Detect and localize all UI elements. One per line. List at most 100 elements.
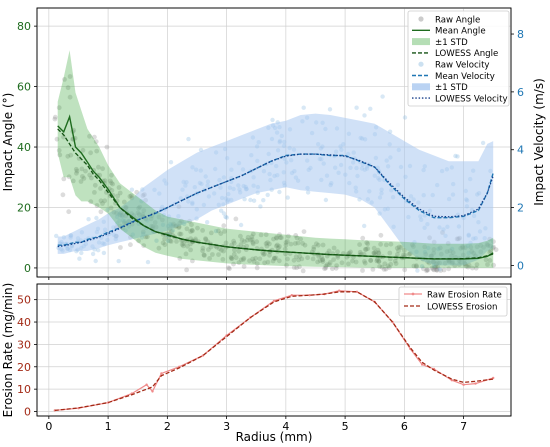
raw-angle-point <box>61 176 67 182</box>
raw-angle-point <box>249 237 255 242</box>
raw-angle-point <box>348 249 353 255</box>
raw-angle-point <box>244 243 250 249</box>
raw-angle-point <box>110 181 115 187</box>
raw-erosion-point <box>474 382 477 385</box>
raw-angle-point <box>68 152 74 158</box>
raw-angle-point <box>375 257 380 263</box>
raw-angle-point <box>162 242 168 248</box>
raw-angle-point <box>435 264 441 270</box>
raw-angle-point <box>227 266 232 272</box>
raw-angle-point <box>263 241 269 247</box>
raw-angle-point <box>241 264 247 269</box>
raw-angle-point <box>231 238 237 244</box>
top-plot-border <box>36 7 512 278</box>
raw-velocity-point <box>455 154 460 159</box>
bottom-legend-box <box>398 286 508 317</box>
raw-angle-point <box>291 257 297 263</box>
raw-velocity-point <box>86 217 91 222</box>
raw-velocity-point <box>93 258 98 264</box>
raw-angle-point <box>414 263 419 269</box>
bottom-x-tick-label: 2 <box>164 420 171 433</box>
raw-angle-point <box>357 242 362 248</box>
raw-angle-point <box>127 194 133 199</box>
left-tick-label: 60 <box>17 81 31 94</box>
legend-label: ±1 STD <box>435 83 468 93</box>
raw-angle-point <box>249 234 255 240</box>
raw-angle-point <box>257 256 263 262</box>
legend-swatch-raw-angle <box>418 16 424 22</box>
raw-angle-point <box>67 74 73 79</box>
erosion-lines <box>53 289 495 412</box>
raw-angle-point <box>109 172 114 178</box>
left-axis-label: Impact Angle (°) <box>1 93 15 192</box>
raw-angle-point <box>365 246 371 252</box>
raw-angle-point <box>207 256 213 261</box>
raw-angle-point <box>121 199 127 205</box>
raw-angle-point <box>88 199 94 205</box>
raw-angle-point <box>116 185 122 190</box>
right-tick-label: 8 <box>517 28 524 41</box>
raw-angle-point <box>465 264 471 270</box>
raw-angle-point <box>87 172 93 178</box>
raw-angle-point <box>238 242 244 247</box>
legend-label: Raw Velocity <box>435 61 490 71</box>
left-tick-label: 20 <box>17 201 31 214</box>
raw-angle-point <box>253 255 259 261</box>
raw-angle-point <box>208 230 214 236</box>
raw-velocity-point <box>101 250 107 256</box>
bottom-legend: Raw Erosion Rate LOWESS Erosion <box>398 286 508 317</box>
raw-angle-point <box>421 266 426 272</box>
raw-angle-point <box>375 247 381 253</box>
raw-angle-point <box>271 236 276 242</box>
raw-velocity-point <box>402 115 408 120</box>
raw-angle-point <box>174 239 179 244</box>
raw-angle-point <box>238 233 243 239</box>
raw-angle-point <box>251 259 257 264</box>
raw-angle-point <box>184 226 190 232</box>
raw-angle-point <box>188 236 194 242</box>
raw-angle-point <box>300 241 305 246</box>
raw-angle-point <box>396 244 402 250</box>
raw-angle-point <box>218 231 224 237</box>
bottom-x-tick-label: 6 <box>401 420 408 433</box>
left-tick-label: 40 <box>17 141 31 154</box>
raw-angle-point <box>65 85 71 91</box>
raw-angle-point <box>487 258 493 263</box>
raw-angle-point <box>190 228 195 234</box>
legend-label: LOWESS Angle <box>435 49 498 59</box>
raw-angle-point <box>79 166 85 172</box>
angle-std-band <box>57 50 494 268</box>
raw-angle-point <box>320 257 325 263</box>
raw-velocity-point <box>205 220 210 225</box>
raw-angle-point <box>346 261 351 267</box>
raw-angle-point <box>402 248 407 253</box>
raw-angle-point <box>177 256 183 261</box>
raw-angle-point <box>54 136 60 142</box>
raw-angle-point <box>277 232 282 238</box>
raw-angle-point <box>117 190 123 196</box>
raw-angle-point <box>331 257 336 262</box>
raw-angle-point <box>283 251 288 257</box>
raw-angle-point <box>74 170 79 176</box>
raw-angle-point <box>254 239 260 245</box>
raw-angle-point <box>245 234 251 240</box>
raw-angle-point <box>373 249 378 255</box>
raw-angle-point <box>202 253 207 258</box>
raw-angle-point <box>200 228 206 233</box>
raw-angle-point <box>371 245 377 251</box>
raw-angle-point <box>370 267 376 272</box>
x-axis-label: Radius (mm) <box>236 430 313 444</box>
raw-velocity-point <box>480 140 486 146</box>
raw-angle-point <box>274 235 280 241</box>
raw-angle-point <box>326 248 332 254</box>
raw-angle-point <box>245 237 250 243</box>
raw-angle-point <box>335 254 341 260</box>
raw-angle-point <box>360 268 365 273</box>
raw-velocity-point <box>224 215 229 220</box>
raw-angle-point <box>311 246 317 252</box>
raw-velocity-point <box>261 198 266 203</box>
legend-swatch-raw-velocity <box>418 61 424 67</box>
legend-swatch-velocity-std <box>412 83 430 91</box>
raw-angle-point <box>473 265 479 271</box>
raw-angle-point <box>395 252 400 257</box>
